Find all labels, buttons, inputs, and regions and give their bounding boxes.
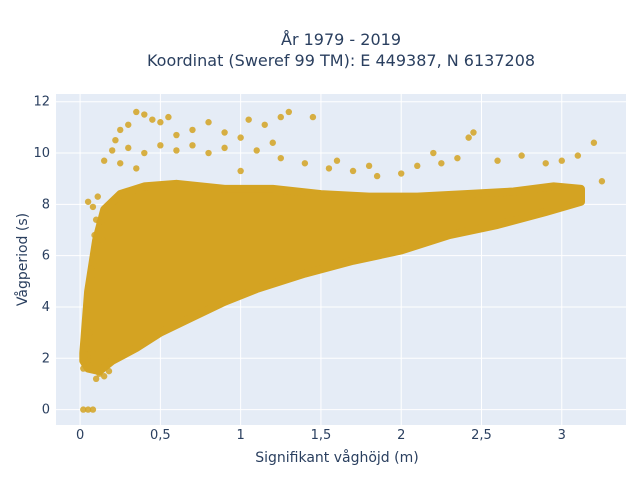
data-point xyxy=(261,121,268,128)
data-point xyxy=(269,139,276,146)
data-point xyxy=(80,406,87,413)
data-point xyxy=(414,162,421,170)
data-point xyxy=(221,144,228,152)
data-point xyxy=(92,375,100,383)
data-point xyxy=(89,349,97,357)
data-point xyxy=(81,334,89,341)
data-point xyxy=(105,367,113,375)
data-point xyxy=(373,172,381,180)
data-point xyxy=(285,108,293,116)
data-point xyxy=(173,147,180,154)
data-point xyxy=(99,237,106,244)
data-point xyxy=(205,149,212,157)
data-point xyxy=(590,139,598,146)
x-tick-label: 1 xyxy=(237,428,245,443)
data-point xyxy=(465,134,472,141)
data-point xyxy=(454,154,461,162)
data-point xyxy=(91,231,98,239)
point-cloud-band xyxy=(79,179,585,376)
y-tick-label: 8 xyxy=(42,197,50,212)
data-point xyxy=(117,126,124,134)
data-point xyxy=(89,406,97,413)
data-point xyxy=(100,373,108,380)
data-point xyxy=(494,157,501,164)
x-tick-label: 2,5 xyxy=(471,428,492,443)
data-point xyxy=(245,116,252,123)
data-point xyxy=(125,144,132,152)
x-tick-label: 0 xyxy=(76,428,84,443)
x-tick-label: 2 xyxy=(397,428,405,443)
data-point xyxy=(125,121,132,128)
data-point xyxy=(277,154,284,162)
data-point xyxy=(237,134,244,141)
data-point xyxy=(574,152,582,159)
axis-ticks: 0 0,5 1 1,5 2 2,5 3 0 2 4 6 8 10 12 xyxy=(33,95,565,443)
data-point xyxy=(133,165,140,172)
data-point xyxy=(96,370,103,377)
y-tick-label: 0 xyxy=(42,403,50,418)
data-point xyxy=(189,126,196,134)
y-tick-label: 12 xyxy=(33,95,50,110)
x-tick-label: 1,5 xyxy=(311,428,332,443)
data-point xyxy=(598,178,606,185)
data-point xyxy=(141,149,148,157)
data-point xyxy=(88,265,95,272)
data-point xyxy=(189,142,196,149)
data-point xyxy=(100,157,108,164)
data-point xyxy=(141,111,148,118)
data-point xyxy=(84,198,92,205)
data-point xyxy=(398,170,405,177)
data-point xyxy=(205,119,212,126)
data-point xyxy=(277,113,284,121)
data-point xyxy=(86,329,93,336)
data-point xyxy=(253,147,260,154)
y-axis-title: Vågperiod (s) xyxy=(14,213,31,306)
data-point xyxy=(149,116,156,123)
y-tick-label: 4 xyxy=(42,300,50,315)
data-point xyxy=(430,149,437,157)
data-point xyxy=(558,157,565,164)
x-tick-label: 3 xyxy=(558,428,566,443)
data-point xyxy=(133,108,140,116)
data-point xyxy=(301,160,309,167)
data-points xyxy=(80,108,606,413)
y-tick-label: 6 xyxy=(42,249,50,264)
data-point xyxy=(325,165,333,172)
data-point xyxy=(221,129,228,136)
data-point xyxy=(96,219,103,226)
data-point xyxy=(157,119,164,126)
data-point xyxy=(518,152,525,159)
data-point xyxy=(173,131,180,139)
data-point xyxy=(89,203,97,211)
data-density-band xyxy=(79,179,585,376)
data-point xyxy=(470,129,477,136)
y-tick-label: 10 xyxy=(33,146,50,161)
data-point xyxy=(84,406,92,413)
data-point xyxy=(165,113,172,121)
data-point xyxy=(94,193,101,200)
data-point xyxy=(438,160,445,167)
data-point xyxy=(84,357,92,365)
data-point xyxy=(83,344,90,352)
data-point xyxy=(309,113,317,121)
y-tick-label: 2 xyxy=(42,351,50,366)
data-point xyxy=(108,147,116,154)
data-point xyxy=(112,136,119,144)
data-point xyxy=(365,162,373,170)
data-point xyxy=(333,157,341,164)
data-point xyxy=(349,167,357,175)
data-point xyxy=(80,365,87,372)
data-point xyxy=(157,142,164,149)
data-point xyxy=(237,167,244,175)
x-tick-label: 0,5 xyxy=(150,428,171,443)
chart-title-line-2: Koordinat (Sweref 99 TM): E 449387, N 61… xyxy=(147,51,535,70)
chart-title-line-1: År 1979 - 2019 xyxy=(281,30,401,49)
data-point xyxy=(117,160,124,167)
x-axis-title: Signifikant våghöjd (m) xyxy=(255,449,418,466)
data-point xyxy=(542,160,549,167)
